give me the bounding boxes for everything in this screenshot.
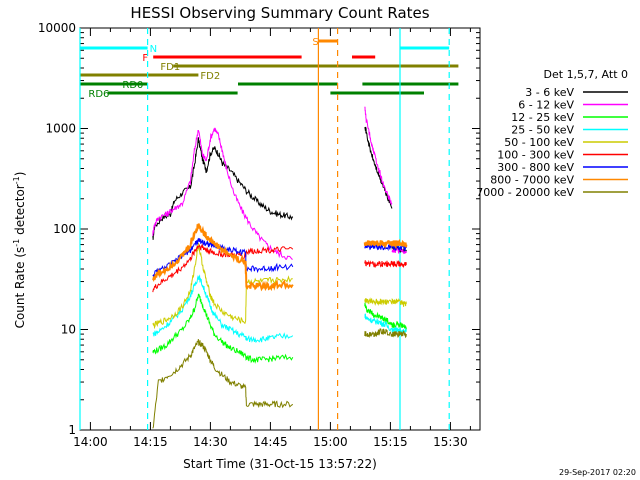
legend-label: 100 - 300 keV xyxy=(497,149,574,162)
x-tick-label: 14:45 xyxy=(253,435,288,449)
series-line-segment2b xyxy=(391,298,407,307)
legend-label: 6 - 12 keV xyxy=(518,99,574,112)
observation-vlines xyxy=(79,28,450,430)
series-line xyxy=(152,242,293,330)
y-tick-label: 1000 xyxy=(45,122,76,136)
y-axis-label: Count Rate (s-1 detector-1) xyxy=(12,172,27,329)
flag-label: FD1 xyxy=(160,62,180,73)
y-axis-label-main: Count Rate (s xyxy=(13,247,27,329)
series-line-segment2b xyxy=(391,260,407,269)
x-tick-label: 14:30 xyxy=(193,435,228,449)
series-line-segment2b xyxy=(391,242,407,252)
series-line-segment2 xyxy=(364,259,393,269)
series-line-segment2 xyxy=(364,328,393,338)
series-line-segment2b xyxy=(391,238,408,250)
series-line xyxy=(152,137,294,240)
legend-label: 25 - 50 keV xyxy=(511,124,574,137)
series-lines xyxy=(151,106,408,429)
legend-label: 300 - 800 keV xyxy=(497,161,574,174)
series-line xyxy=(152,127,293,260)
series-line xyxy=(151,223,294,292)
y-tick-label: 10 xyxy=(61,323,76,337)
y-axis-label-sup2: -1 xyxy=(12,176,21,184)
series-line-segment2 xyxy=(364,106,393,206)
series-line-segment2 xyxy=(364,297,393,307)
series-line xyxy=(152,293,294,364)
series-line xyxy=(152,237,294,279)
legend-label: 800 - 7000 keV xyxy=(490,174,574,187)
series-line-segment2b xyxy=(391,320,407,330)
series-line xyxy=(152,339,294,429)
y-tick-label: 1 xyxy=(68,423,76,437)
x-tick-label: 15:30 xyxy=(433,435,468,449)
flag-label: RD0 xyxy=(122,80,143,91)
legend-label: 7000 - 20000 keV xyxy=(476,186,574,199)
flag-label: RD6 xyxy=(88,89,109,100)
y-axis-label-sup1: -1 xyxy=(12,239,21,247)
flag-label: S xyxy=(312,37,318,48)
y-axis-label-group: Count Rate (s-1 detector-1) xyxy=(12,172,27,329)
x-tick-label: 14:00 xyxy=(73,435,108,449)
series-line-segment2 xyxy=(364,302,393,326)
flag-label: F xyxy=(142,53,148,64)
y-axis-label-mid: detector xyxy=(13,184,27,239)
timestamp: 29-Sep-2017 02:20 xyxy=(559,468,636,477)
series-line xyxy=(152,274,294,344)
series-line-segment2b xyxy=(391,330,407,339)
chart-title: HESSI Observing Summary Count Rates xyxy=(130,4,429,22)
x-tick-label: 15:00 xyxy=(313,435,348,449)
flag-label: FD2 xyxy=(200,71,220,82)
flag-bars: N S F FD1 FD2 RD0 RD6 xyxy=(80,37,459,100)
series-line-segment2 xyxy=(364,126,393,209)
series-line xyxy=(152,243,294,293)
x-tick-label: 15:15 xyxy=(373,435,408,449)
series-line-segment2 xyxy=(364,313,393,332)
legend-label: 12 - 25 keV xyxy=(511,111,574,124)
legend-label: 50 - 100 keV xyxy=(504,136,574,149)
y-tick-label: 100 xyxy=(53,222,76,236)
y-tick-label: 10000 xyxy=(38,21,76,35)
legend-label: 3 - 6 keV xyxy=(525,86,574,99)
series-line-segment2 xyxy=(363,240,393,250)
plot-axes: 1 10 100 1000 10000 14:00 14:15 14:30 14:45 15:00… xyxy=(38,21,481,449)
x-tick-label: 14:15 xyxy=(133,435,168,449)
series-line-segment2b xyxy=(391,246,407,255)
legend-title: Det 1,5,7, Att 0 xyxy=(544,68,628,81)
x-axis-label: Start Time (31-Oct-15 13:57:22) xyxy=(183,457,377,471)
y-axis-label-end: ) xyxy=(13,172,27,177)
flag-label: N xyxy=(150,44,157,55)
